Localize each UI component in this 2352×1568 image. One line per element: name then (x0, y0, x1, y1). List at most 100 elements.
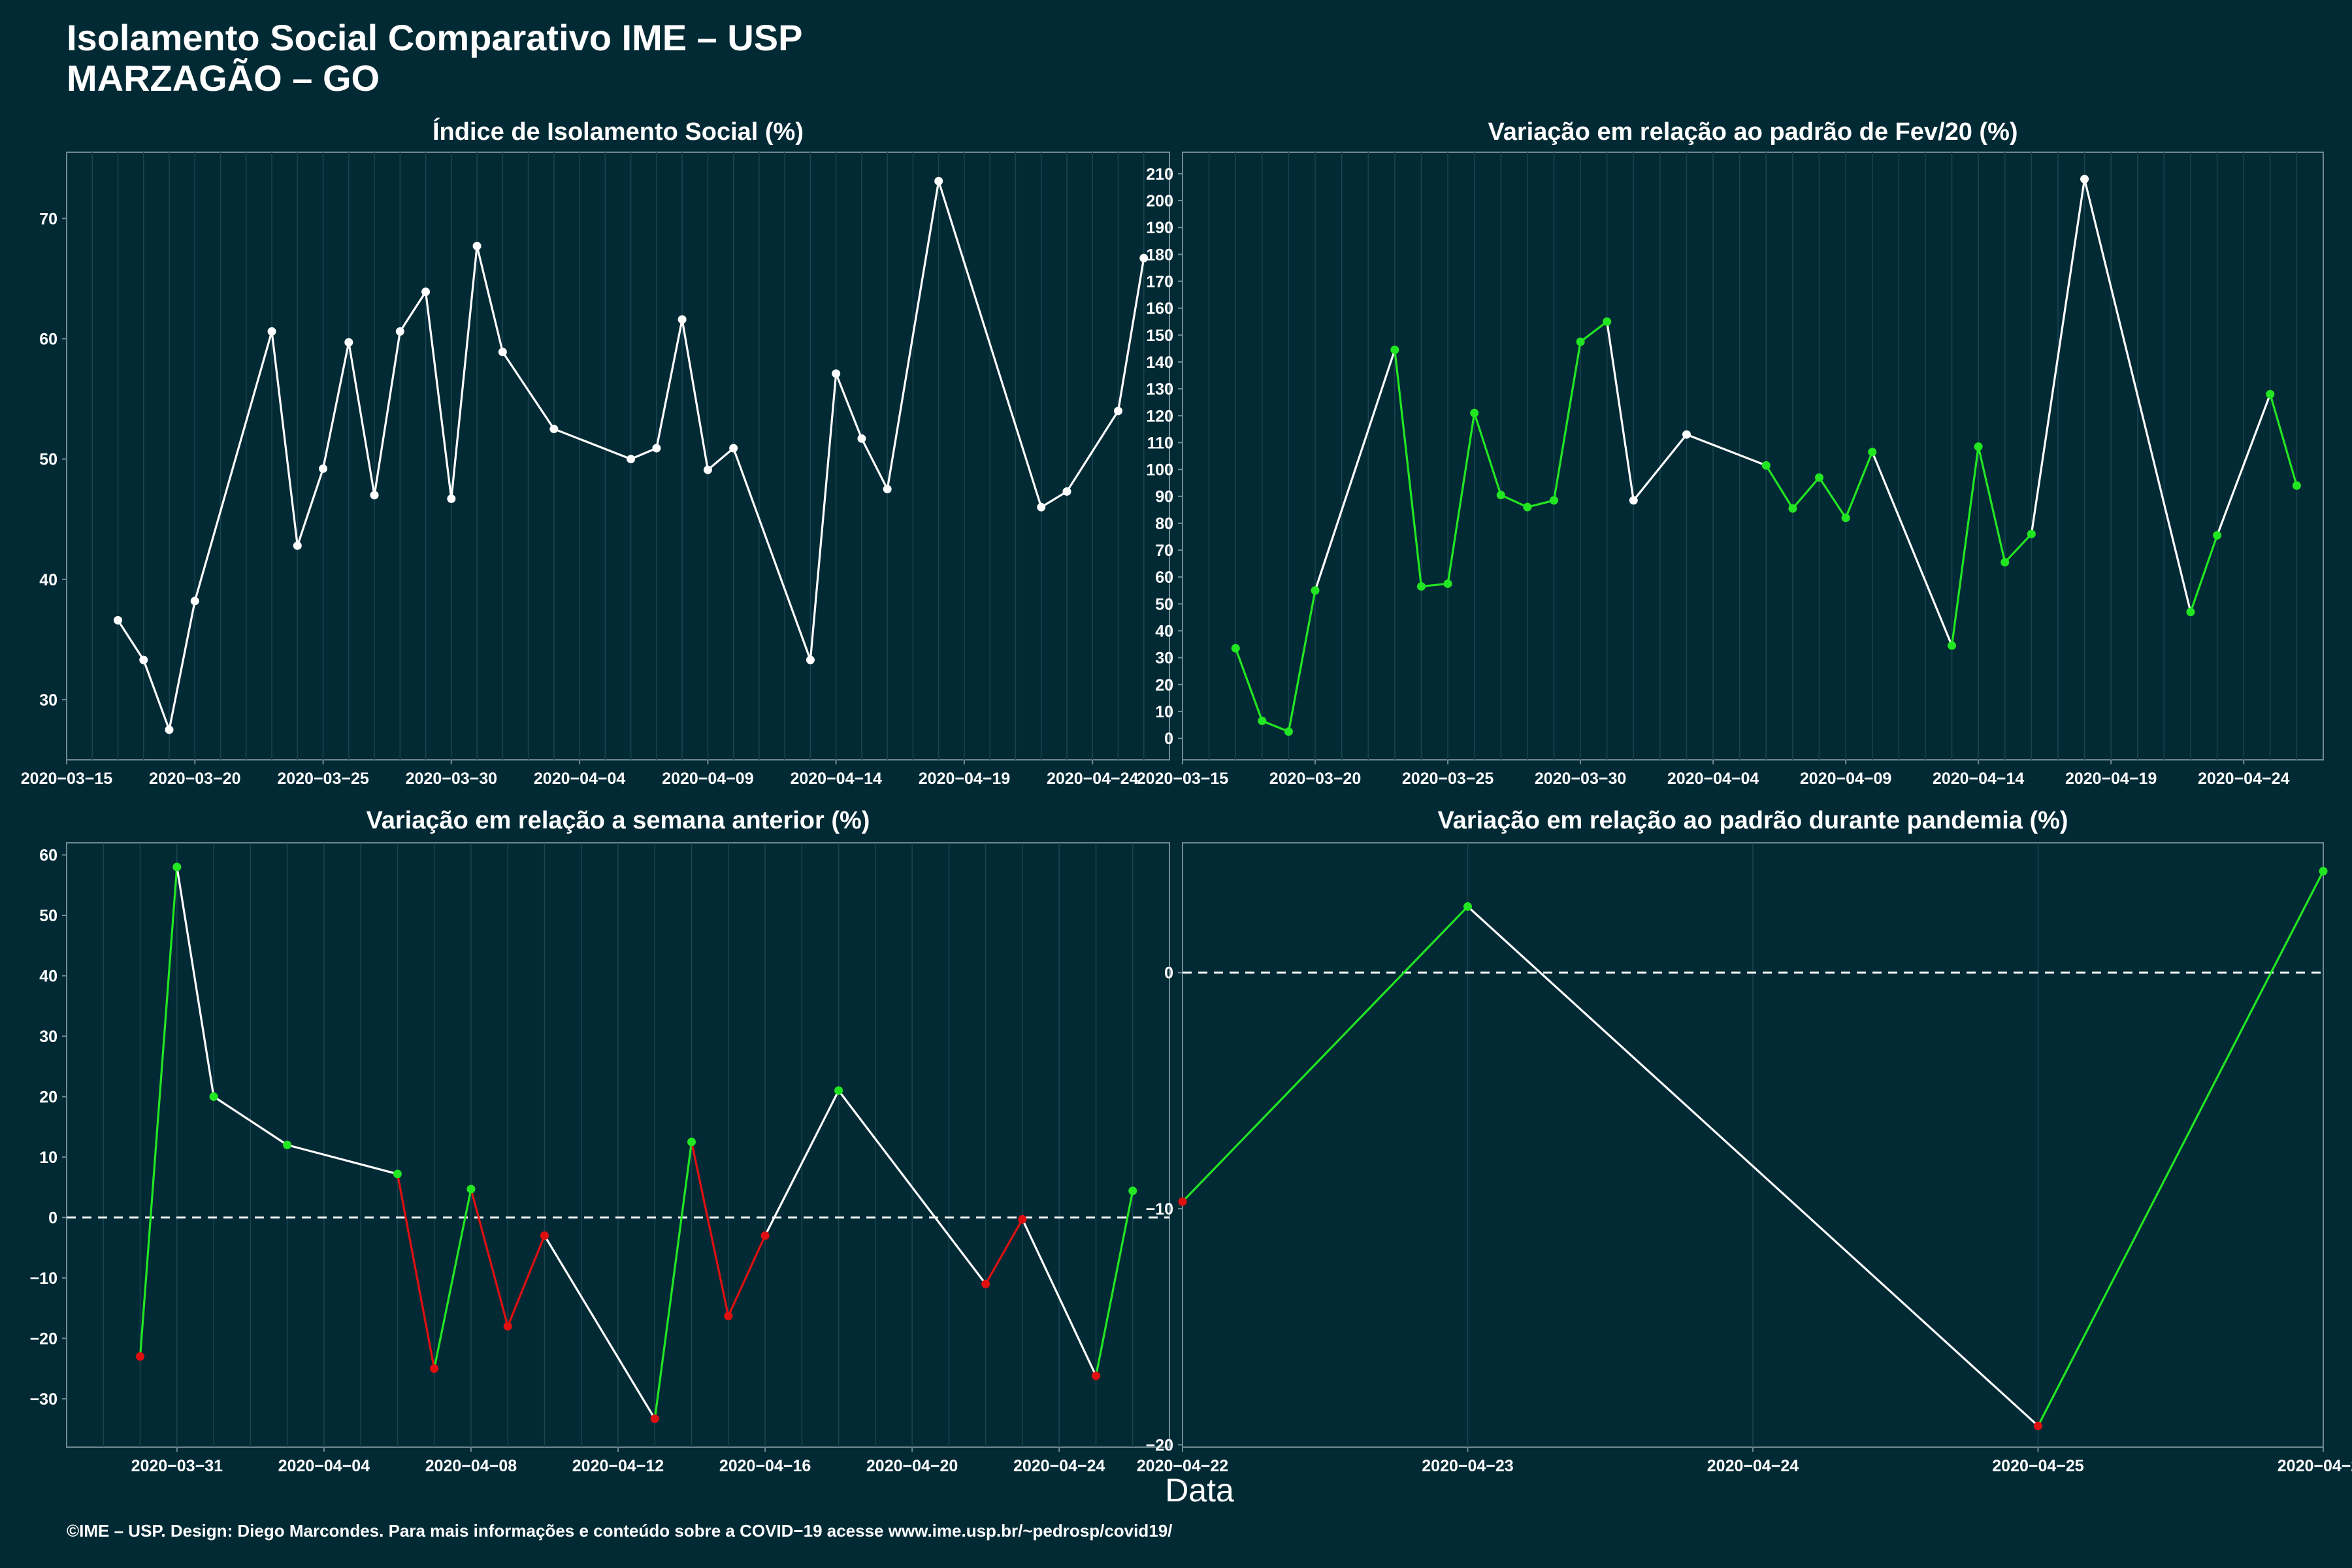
y-tick-label: 60 (39, 330, 57, 348)
y-tick-label: 60 (1155, 568, 1173, 587)
series-segment (1421, 582, 1448, 588)
chart-panel-1: Índice de Isolamento Social (%) 30 40 50 60 7… (21, 117, 1170, 788)
y-tick-label: 80 (1155, 515, 1173, 533)
series-segment (1040, 490, 1068, 508)
data-point (1091, 1371, 1100, 1380)
series-segment (732, 448, 811, 661)
series-segment (1527, 499, 1554, 508)
series-segment (630, 447, 657, 461)
series-segment (860, 438, 889, 490)
series-segment (1580, 320, 1608, 343)
series-segment (1181, 906, 1469, 1203)
y-tick-label: 200 (1146, 192, 1173, 210)
series-segment (450, 246, 478, 499)
x-tick-label: 2020−03−20 (149, 770, 240, 788)
data-point (832, 369, 841, 378)
plot-frame (1182, 152, 2324, 760)
series-segment (1021, 1218, 1097, 1377)
y-tick-label: 10 (1155, 703, 1173, 721)
chart-panel-4: Variação em relação ao padrão durante pa… (1137, 807, 2352, 1475)
data-point (498, 348, 507, 357)
data-point (319, 464, 328, 473)
series-segment (1446, 412, 1476, 584)
series-segment (835, 373, 863, 439)
series-segment (2037, 870, 2325, 1427)
data-point (1470, 408, 1479, 417)
panel-title: Variação em relação ao padrão durante pa… (1437, 807, 2068, 834)
series-segment (1262, 719, 1290, 733)
data-point (760, 1231, 770, 1240)
series-segment (1791, 476, 1820, 510)
y-tick-label: 0 (48, 1209, 57, 1228)
panel-title: Índice de Isolamento Social (%) (433, 117, 804, 146)
series-segment (139, 866, 178, 1357)
series-segment (321, 342, 350, 469)
data-point (1062, 487, 1071, 496)
x-tick-label: 2020−04−22 (1137, 1457, 1228, 1475)
y-tick-label: 40 (39, 571, 57, 589)
data-point (209, 1092, 218, 1101)
y-tick-label: 0 (1164, 730, 1173, 748)
series-segment (1818, 477, 1847, 519)
data-point (1974, 442, 1983, 451)
data-point (1443, 579, 1452, 588)
series-segment (1686, 433, 1767, 466)
x-tick-label: 2020−04−08 (425, 1457, 517, 1475)
series-segment (1234, 647, 1264, 721)
series-segment (470, 1188, 509, 1327)
x-tick-label: 2020−04−14 (790, 770, 882, 788)
series-segment (168, 600, 196, 730)
series-segment (1094, 1190, 1134, 1377)
data-point (1311, 586, 1320, 595)
series-segment (287, 1143, 398, 1175)
data-point (678, 315, 687, 324)
series-segment (1977, 446, 2006, 563)
data-point (472, 242, 482, 251)
data-point (806, 655, 815, 664)
y-tick-label: 180 (1146, 246, 1173, 264)
x-tick-label: 2020−04−19 (919, 770, 1010, 788)
data-point (2186, 608, 2195, 617)
series-segment (117, 619, 145, 661)
data-point (2213, 531, 2222, 540)
series-segment (399, 291, 427, 333)
data-point (503, 1322, 512, 1331)
series-segment (1467, 906, 2039, 1427)
series-segment (1765, 465, 1794, 510)
x-tick-label: 2020−04−12 (572, 1457, 664, 1475)
footer-credits: ©IME – USP. Design: Diego Marcondes. Par… (67, 1521, 1173, 1541)
y-tick-label: 20 (39, 1088, 57, 1107)
series-segment (476, 246, 504, 353)
data-point (1178, 1197, 1187, 1206)
y-tick-label: 130 (1146, 380, 1173, 399)
y-tick-label: 160 (1146, 300, 1173, 318)
y-tick-label: 30 (39, 691, 57, 710)
y-tick-label: 100 (1146, 461, 1173, 480)
x-tick-label: 2020−04−04 (278, 1457, 370, 1475)
series-segment (809, 373, 838, 661)
data-point (1788, 504, 1797, 513)
x-tick-label: 2020−04−24 (1047, 770, 1139, 788)
panel-title: Variação em relação a semana anterior (%… (367, 807, 870, 834)
x-tick-label: 2020−04−09 (1800, 770, 1891, 788)
x-tick-label: 2020−03−25 (277, 770, 369, 788)
series-segment (544, 1235, 656, 1420)
data-point (1284, 727, 1293, 736)
data-point (1841, 514, 1850, 523)
series-segment (1844, 451, 1874, 519)
data-point (729, 444, 738, 453)
series-segment (1394, 350, 1423, 587)
y-tick-label: 170 (1146, 273, 1173, 291)
data-point (981, 1279, 990, 1288)
series-segment (1287, 590, 1316, 732)
series-segment (396, 1173, 436, 1369)
data-point (1682, 430, 1691, 439)
data-point (421, 287, 431, 297)
series-segment (985, 1218, 1024, 1285)
series-segment (424, 291, 453, 499)
y-tick-label: 90 (1155, 488, 1173, 506)
y-tick-label: 50 (39, 451, 57, 469)
y-tick-label: 30 (1155, 649, 1173, 668)
chart-panel-3: Variação em relação a semana anterior (%… (30, 807, 1170, 1475)
series-segment (1871, 451, 1953, 646)
